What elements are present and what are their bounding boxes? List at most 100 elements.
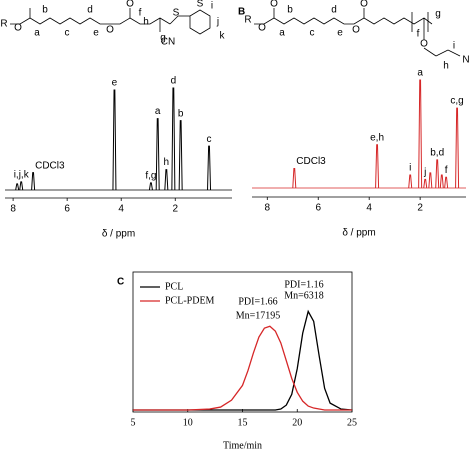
peak	[164, 169, 169, 191]
x-tick-label: 20	[292, 417, 302, 428]
structure-label: O	[14, 23, 22, 34]
structure-label: g	[160, 33, 166, 44]
structure-label: d	[87, 5, 93, 16]
legend-label: PCL	[165, 281, 183, 292]
peak-label: f	[445, 165, 448, 176]
peak-label: a	[417, 68, 423, 79]
x-axis-title: Time/min	[223, 440, 262, 451]
structure-label: f	[139, 8, 142, 19]
structure-label: N	[462, 55, 469, 66]
peak-label: CDCl3	[296, 156, 326, 167]
x-tick-label: 2	[417, 203, 423, 214]
peak-label: e	[112, 78, 118, 89]
structure-label: i	[211, 1, 213, 12]
peak	[444, 176, 449, 189]
peak	[148, 182, 153, 191]
structure-label: f	[417, 29, 420, 40]
structure-label: O	[352, 25, 360, 36]
structure-label: a	[279, 28, 285, 39]
peak-label: i	[409, 163, 411, 174]
structure-label: e	[337, 28, 343, 39]
peak	[435, 159, 440, 189]
x-axis-title: δ / ppm	[102, 229, 135, 240]
x-axis-title: δ / ppm	[342, 228, 375, 239]
peak	[418, 79, 423, 189]
structure-label: h	[143, 17, 149, 28]
gpc-curve	[133, 309, 353, 411]
gpc-curve	[133, 325, 352, 411]
x-tick-label: 2	[172, 204, 178, 215]
annotation: PDI=1.16	[284, 279, 323, 290]
structure-label: CN	[161, 37, 175, 48]
x-tick-label: 6	[64, 204, 70, 215]
structure-label: b	[42, 5, 48, 16]
peak-label: f,g	[145, 171, 156, 182]
peak	[439, 174, 444, 189]
peak-label: b,d	[430, 148, 444, 159]
peak	[455, 107, 460, 189]
peak	[375, 144, 380, 189]
structure-b	[254, 8, 461, 57]
structure-label: O	[126, 0, 134, 10]
peak	[15, 183, 20, 191]
structure-a	[10, 8, 211, 35]
peak-label: d	[171, 76, 177, 87]
x-tick-label: 5	[131, 417, 136, 428]
peak	[207, 145, 212, 191]
structure-label: O	[106, 25, 114, 36]
x-tick-label: 4	[366, 203, 372, 214]
structure-label: O	[258, 23, 266, 34]
peak-label: h	[164, 157, 170, 168]
peak	[178, 120, 183, 191]
annotation: Mn=17195	[236, 310, 281, 321]
x-tick-label: 6	[315, 203, 321, 214]
structure-label: R	[0, 19, 7, 30]
peak	[292, 168, 297, 189]
peak	[171, 87, 176, 191]
x-tick-label: 4	[118, 204, 124, 215]
peak-label: c,g	[450, 96, 463, 107]
panel-label: C	[117, 277, 124, 288]
annotation: Mn=6318	[284, 290, 324, 301]
peak-label: a	[155, 106, 161, 117]
structure-label: a	[34, 28, 40, 39]
peak-label: i,j,k	[14, 169, 30, 180]
structure-label: i	[453, 41, 455, 52]
peak	[408, 174, 413, 189]
peak	[423, 178, 428, 189]
peak	[19, 181, 24, 191]
peak-label: e,h	[370, 132, 384, 143]
structure-label: j	[216, 17, 219, 28]
peak	[31, 172, 36, 191]
structure-label: d	[331, 5, 337, 16]
peak-label: CDCl3	[35, 160, 65, 171]
structure-label: e	[93, 28, 99, 39]
peak-label: c	[207, 134, 212, 145]
structure-label: S	[173, 8, 180, 19]
x-tick-label: 10	[183, 417, 193, 428]
structure-label: c	[65, 28, 70, 39]
structure-label: c	[310, 28, 315, 39]
peak-label: b	[178, 108, 184, 119]
peak	[428, 172, 433, 189]
peak-label: j	[423, 167, 426, 178]
structure-label: S	[197, 0, 204, 10]
structure-label: k	[220, 31, 226, 42]
structure-label: b	[287, 5, 293, 16]
peak	[112, 89, 117, 191]
structure-label: R	[244, 15, 251, 26]
x-tick-label: 15	[238, 417, 248, 428]
panel-label: B	[238, 7, 245, 18]
x-tick-label: 25	[347, 417, 357, 428]
x-tick-label: 8	[10, 204, 16, 215]
annotation: PDI=1.66	[238, 296, 277, 307]
x-tick-label: 8	[265, 203, 271, 214]
peak	[155, 118, 160, 191]
structure-label: O	[270, 0, 278, 10]
structure-label: h	[443, 61, 449, 72]
structure-label: g	[435, 9, 441, 20]
structure-label: O	[420, 39, 428, 50]
structure-label: O	[360, 0, 368, 10]
legend-label: PCL-PDEM	[165, 295, 215, 306]
